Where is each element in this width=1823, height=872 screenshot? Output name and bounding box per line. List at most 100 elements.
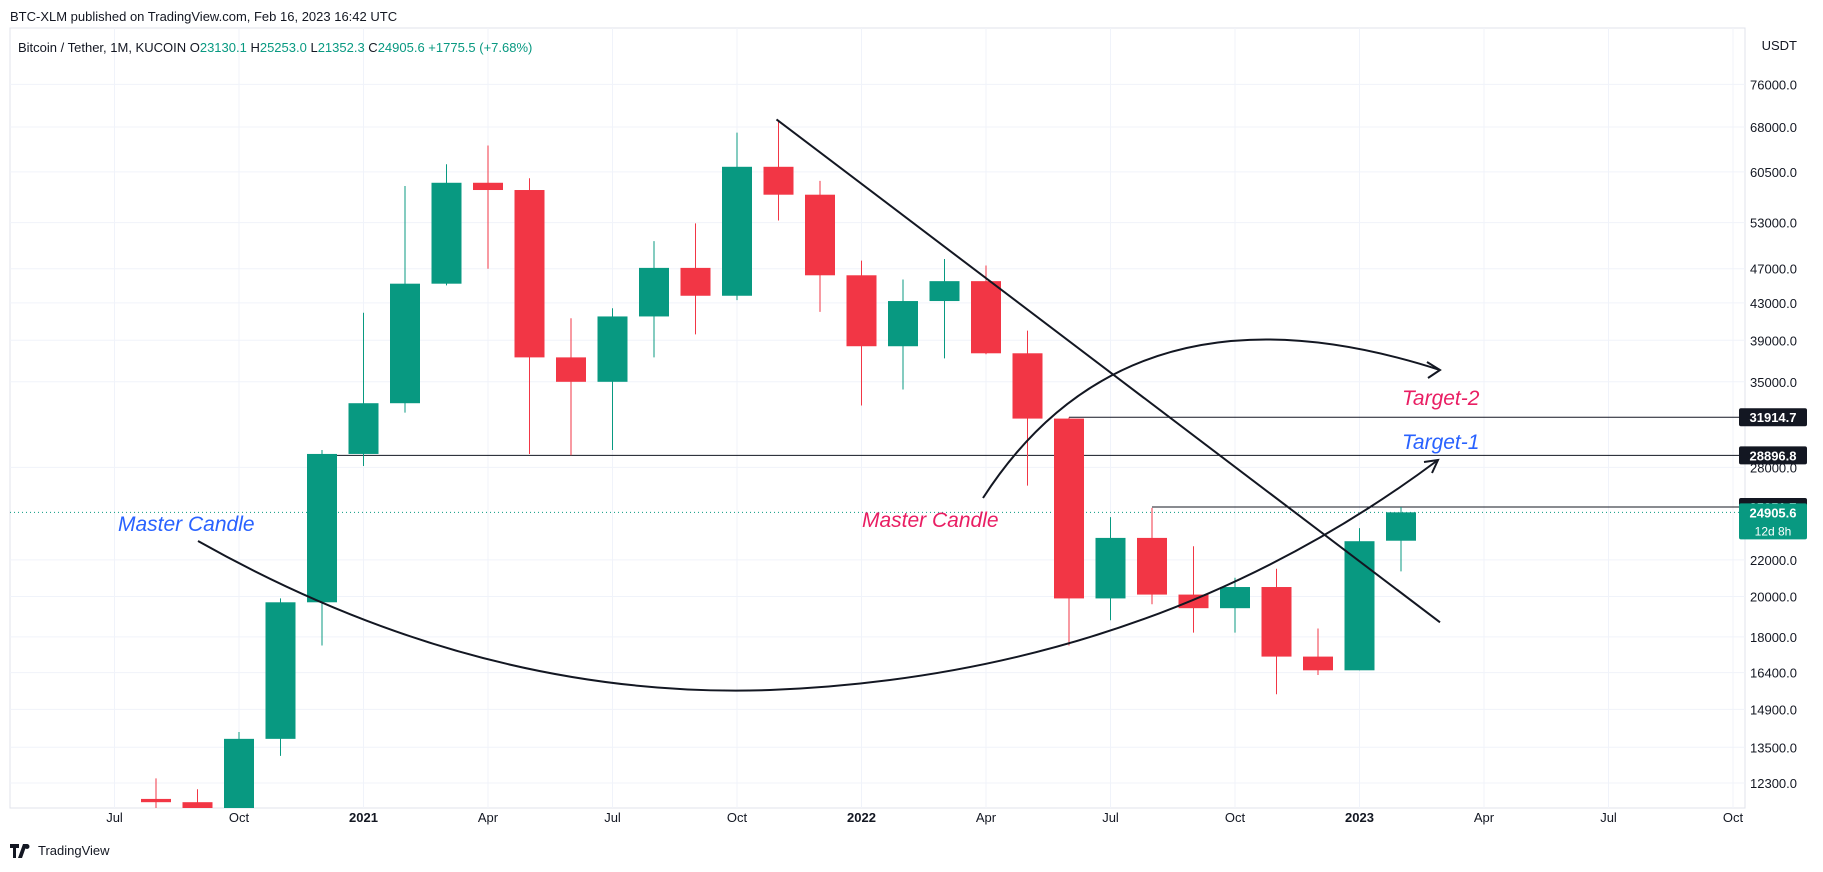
time-tick-label: 2021	[349, 810, 378, 825]
candle-body	[1054, 418, 1084, 599]
time-axis[interactable]: Jul Oct 2021 Apr Jul Oct 2022 Apr Jul Oct 2023 Apr J…	[106, 810, 1743, 825]
time-tick-label: 2023	[1345, 810, 1374, 825]
grid	[9, 27, 1746, 809]
price-label-text: 24905.6	[1750, 505, 1797, 520]
candle	[1261, 568, 1292, 695]
open-value: 23130.1	[200, 40, 251, 55]
annotation-text: Target-2	[1402, 387, 1480, 410]
time-tick-label: Apr	[976, 810, 997, 825]
drawings	[197, 118, 1442, 692]
candle	[805, 180, 835, 312]
candle	[224, 731, 254, 808]
candle	[556, 318, 586, 456]
time-tick-label: Jul	[604, 810, 621, 825]
candle-body	[1095, 537, 1126, 599]
annotation-text: Master Candle	[862, 509, 999, 532]
lower-arc	[197, 459, 1439, 692]
candle-body	[307, 453, 337, 603]
price-tick-label: 39000.0	[1750, 333, 1797, 348]
price-tick-label: 13500.0	[1750, 740, 1797, 755]
price-label: 31914.7	[1739, 408, 1807, 427]
upper-arc-arrowhead	[1426, 361, 1442, 379]
price-tick-label: 35000.0	[1750, 375, 1797, 390]
candle	[1178, 546, 1209, 633]
symbol-name: Bitcoin / Tether, 1M, KUCOIN	[18, 40, 190, 55]
countdown-label: 12d 8h	[1755, 524, 1792, 538]
candle	[141, 778, 171, 808]
candle	[431, 164, 462, 286]
price-label-text: 31914.7	[1750, 410, 1797, 425]
open-label: O	[190, 40, 200, 55]
candle	[1054, 417, 1084, 646]
candle	[1220, 577, 1250, 633]
price-label-bg	[1739, 446, 1807, 465]
change-value: +1775.5 (+7.68%)	[428, 40, 532, 55]
candle	[763, 121, 794, 221]
price-tick-label: 47000.0	[1750, 262, 1797, 277]
price-tick-label: 16400.0	[1750, 666, 1797, 681]
annotations: Master Candle Master Candle Target-2 Target…	[118, 387, 1480, 536]
price-tick-label: 12300.0	[1750, 776, 1797, 791]
high-label: H	[250, 40, 259, 55]
candle	[722, 132, 752, 301]
candle-body	[1012, 353, 1043, 419]
candle-body	[390, 283, 420, 404]
upper-arc	[982, 338, 1441, 499]
price-tick-label: 18000.0	[1750, 630, 1797, 645]
symbol-legend: Bitcoin / Tether, 1M, KUCOIN O23130.1 H2…	[18, 40, 532, 55]
time-tick-label: Apr	[1474, 810, 1495, 825]
candle	[1386, 507, 1416, 572]
candle-body	[1386, 512, 1416, 541]
candle-body	[888, 301, 918, 347]
candle-body	[722, 166, 752, 296]
candle	[680, 223, 711, 335]
candle	[971, 265, 1001, 355]
candle-body	[1220, 587, 1250, 609]
candle	[888, 279, 918, 390]
close-label: C	[368, 40, 377, 55]
price-label: 28896.8	[1739, 446, 1807, 465]
high-value: 25253.0	[260, 40, 311, 55]
candle	[182, 789, 213, 808]
candle-body	[846, 275, 877, 347]
candle-body	[1178, 594, 1209, 609]
time-tick-label: 2022	[847, 810, 876, 825]
horizontal-levels	[10, 416, 1745, 513]
candle-body	[763, 166, 794, 195]
candle	[307, 449, 337, 646]
price-label-bg	[1739, 408, 1807, 427]
candle-body	[639, 267, 669, 317]
price-tick-label: 60500.0	[1750, 165, 1797, 180]
time-tick-label: Oct	[229, 810, 250, 825]
time-tick-label: Jul	[1600, 810, 1617, 825]
candle	[929, 259, 960, 359]
footer: TradingView	[10, 843, 110, 858]
candle-body	[805, 194, 835, 276]
time-tick-label: Apr	[478, 810, 499, 825]
candle	[1137, 507, 1167, 605]
symbol-line: Bitcoin / Tether, 1M, KUCOIN O23130.1 H2…	[18, 40, 532, 55]
lower-arc-arrowhead	[1423, 458, 1440, 474]
currency-label: USDT	[1762, 38, 1797, 53]
close-value: 24905.6	[378, 40, 429, 55]
downtrend-line	[775, 118, 1441, 624]
candle	[1303, 628, 1333, 675]
time-tick-label: Oct	[1723, 810, 1744, 825]
price-tick-label: 76000.0	[1750, 77, 1797, 92]
candle	[1095, 517, 1126, 621]
time-tick-label: Oct	[727, 810, 748, 825]
candle-body	[1303, 656, 1333, 671]
candle-body	[514, 190, 545, 358]
candle	[1012, 330, 1043, 486]
annotation-text: Master Candle	[118, 513, 255, 536]
candle-body	[597, 316, 628, 382]
tradingview-logo-icon	[10, 843, 30, 858]
price-axis[interactable]: 76000.0 68000.0 60500.0 53000.0 47000.0 43000…	[1739, 38, 1807, 791]
candle-body	[971, 281, 1001, 354]
candle	[846, 260, 877, 406]
candle-body	[1344, 541, 1375, 671]
price-tick-label: 53000.0	[1750, 216, 1797, 231]
candles	[141, 121, 1416, 808]
candle-body	[1261, 587, 1292, 657]
